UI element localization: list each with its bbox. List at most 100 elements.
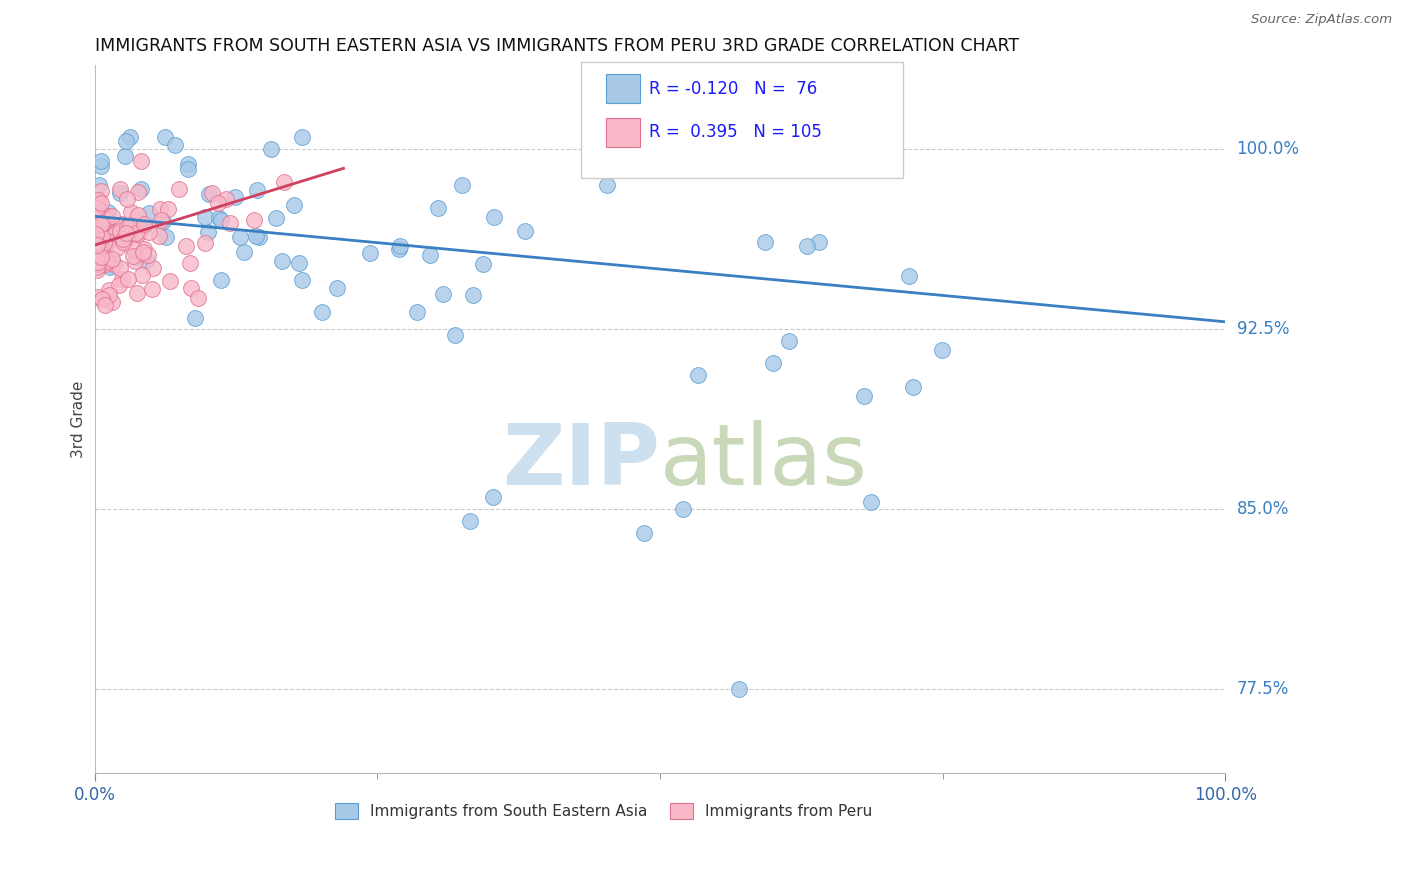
Point: [108, 181, 131, 195]
Point: [595, 178, 617, 192]
Point: [114, 226, 136, 240]
Point: [111, 235, 134, 249]
Text: 100.0%: 100.0%: [1237, 140, 1299, 158]
Point: [101, 258, 124, 272]
Point: [245, 228, 267, 243]
Point: [115, 192, 138, 206]
Point: [153, 130, 176, 145]
Point: [728, 681, 751, 696]
Point: [218, 216, 240, 230]
Point: [89, 239, 111, 253]
Point: [135, 252, 157, 267]
Point: [852, 389, 875, 403]
Point: [167, 182, 190, 196]
Point: [96, 219, 118, 233]
Point: [89, 217, 111, 231]
Point: [157, 202, 180, 216]
Point: [87, 236, 110, 251]
Text: ZIP: ZIP: [502, 420, 659, 503]
Point: [87, 256, 110, 270]
Point: [94, 298, 117, 312]
Point: [91, 239, 114, 253]
Point: [136, 248, 159, 262]
Point: [672, 502, 695, 516]
Point: [84, 227, 107, 241]
Point: [94, 211, 117, 226]
Point: [94, 257, 117, 271]
Point: [86, 236, 108, 251]
Point: [155, 230, 177, 244]
Point: [283, 198, 305, 212]
Point: [124, 250, 146, 264]
Point: [187, 291, 209, 305]
Point: [86, 196, 108, 211]
Point: [197, 226, 219, 240]
Point: [451, 178, 474, 192]
Point: [194, 210, 217, 224]
Point: [115, 135, 138, 149]
Point: [114, 149, 136, 163]
Point: [138, 225, 160, 239]
FancyBboxPatch shape: [581, 62, 903, 178]
Point: [98, 283, 121, 297]
Point: [120, 218, 142, 232]
Point: [132, 217, 155, 231]
Point: [138, 205, 160, 219]
Point: [141, 281, 163, 295]
Point: [125, 286, 148, 301]
Point: [108, 186, 131, 200]
Point: [86, 260, 108, 275]
Point: [150, 213, 173, 227]
Point: [194, 235, 217, 250]
Point: [174, 239, 197, 253]
Point: [90, 160, 112, 174]
Point: [287, 256, 309, 270]
Point: [84, 235, 107, 250]
Text: 85.0%: 85.0%: [1237, 500, 1289, 518]
Point: [152, 214, 174, 228]
Point: [124, 253, 146, 268]
Point: [127, 208, 149, 222]
Point: [90, 153, 112, 168]
Point: [291, 273, 314, 287]
Point: [931, 343, 953, 358]
Point: [90, 205, 112, 219]
Point: [271, 254, 294, 268]
Point: [125, 225, 148, 239]
Point: [98, 260, 121, 274]
Point: [243, 212, 266, 227]
Point: [86, 254, 108, 268]
Point: [117, 223, 139, 237]
Text: atlas: atlas: [659, 420, 868, 503]
Point: [211, 273, 233, 287]
Point: [108, 277, 131, 292]
Point: [87, 255, 110, 269]
Point: [406, 305, 429, 319]
Point: [201, 186, 224, 200]
Point: [97, 288, 120, 302]
Point: [233, 245, 256, 260]
Point: [86, 193, 108, 207]
Point: [184, 310, 207, 325]
Point: [93, 235, 115, 250]
Point: [90, 217, 112, 231]
Point: [177, 162, 200, 177]
Point: [176, 157, 198, 171]
Point: [91, 229, 114, 244]
Point: [104, 227, 127, 241]
Point: [87, 230, 110, 244]
Point: [159, 274, 181, 288]
Point: [101, 210, 124, 224]
Point: [115, 232, 138, 246]
Point: [101, 252, 124, 266]
Point: [120, 222, 142, 236]
Point: [796, 238, 818, 252]
Point: [901, 380, 924, 394]
Point: [86, 204, 108, 219]
Point: [86, 263, 108, 277]
Point: [129, 153, 152, 168]
Text: Source: ZipAtlas.com: Source: ZipAtlas.com: [1251, 13, 1392, 27]
Point: [120, 205, 142, 219]
Text: R = -0.120   N =  76: R = -0.120 N = 76: [648, 79, 817, 97]
Point: [91, 292, 114, 306]
